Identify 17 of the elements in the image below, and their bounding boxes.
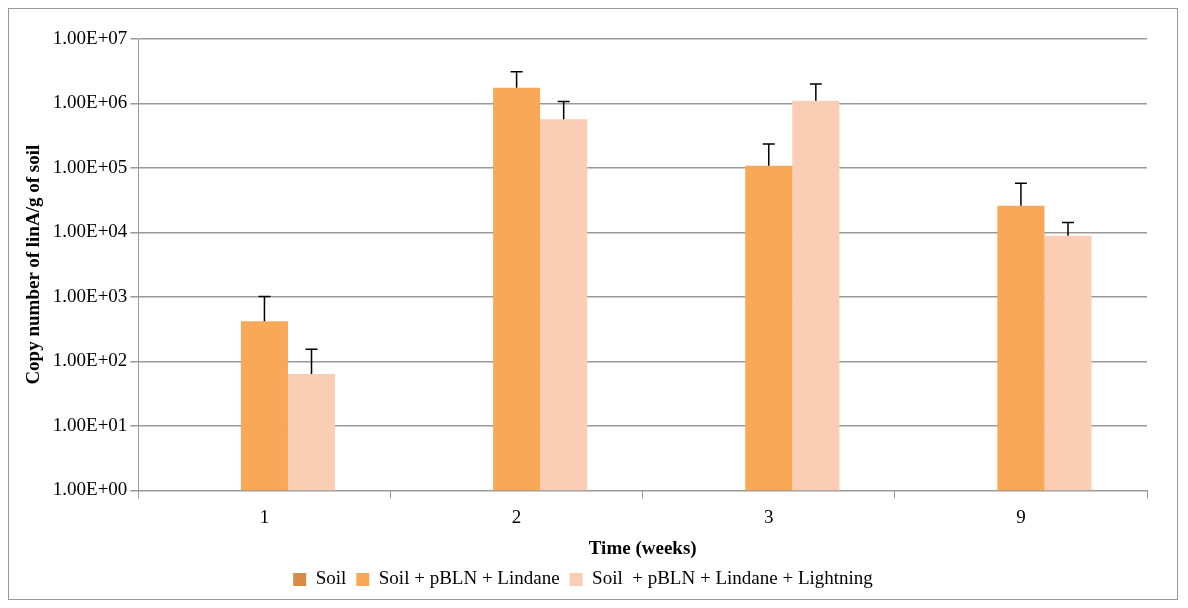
legend-label: Soil + pBLN + Lindane bbox=[378, 567, 560, 589]
y-tick-label: 1.00E+04 bbox=[52, 220, 128, 242]
y-tick-label: 1.00E+02 bbox=[52, 349, 128, 371]
x-tick-label: 2 bbox=[511, 505, 522, 527]
x-axis-title: Time (weeks) bbox=[588, 536, 697, 559]
x-tick-label: 1 bbox=[259, 505, 270, 527]
y-tick-label: 1.00E+01 bbox=[52, 413, 128, 435]
x-tick-label: 3 bbox=[764, 505, 774, 527]
y-axis-title: Copy number of linA/g of soil bbox=[22, 144, 44, 385]
y-tick-label: 1.00E+07 bbox=[52, 26, 128, 48]
legend-label: Soil bbox=[315, 567, 347, 589]
y-tick-label: 1.00E+03 bbox=[52, 284, 128, 306]
x-tick-label: 9 bbox=[1016, 505, 1026, 527]
legend-label: Soil + pBLN + Lindane + Lightning bbox=[592, 567, 874, 589]
y-tick-label: 1.00E+06 bbox=[52, 91, 128, 113]
y-tick-label: 1.00E+00 bbox=[52, 478, 128, 500]
y-tick-label: 1.00E+05 bbox=[52, 155, 128, 177]
